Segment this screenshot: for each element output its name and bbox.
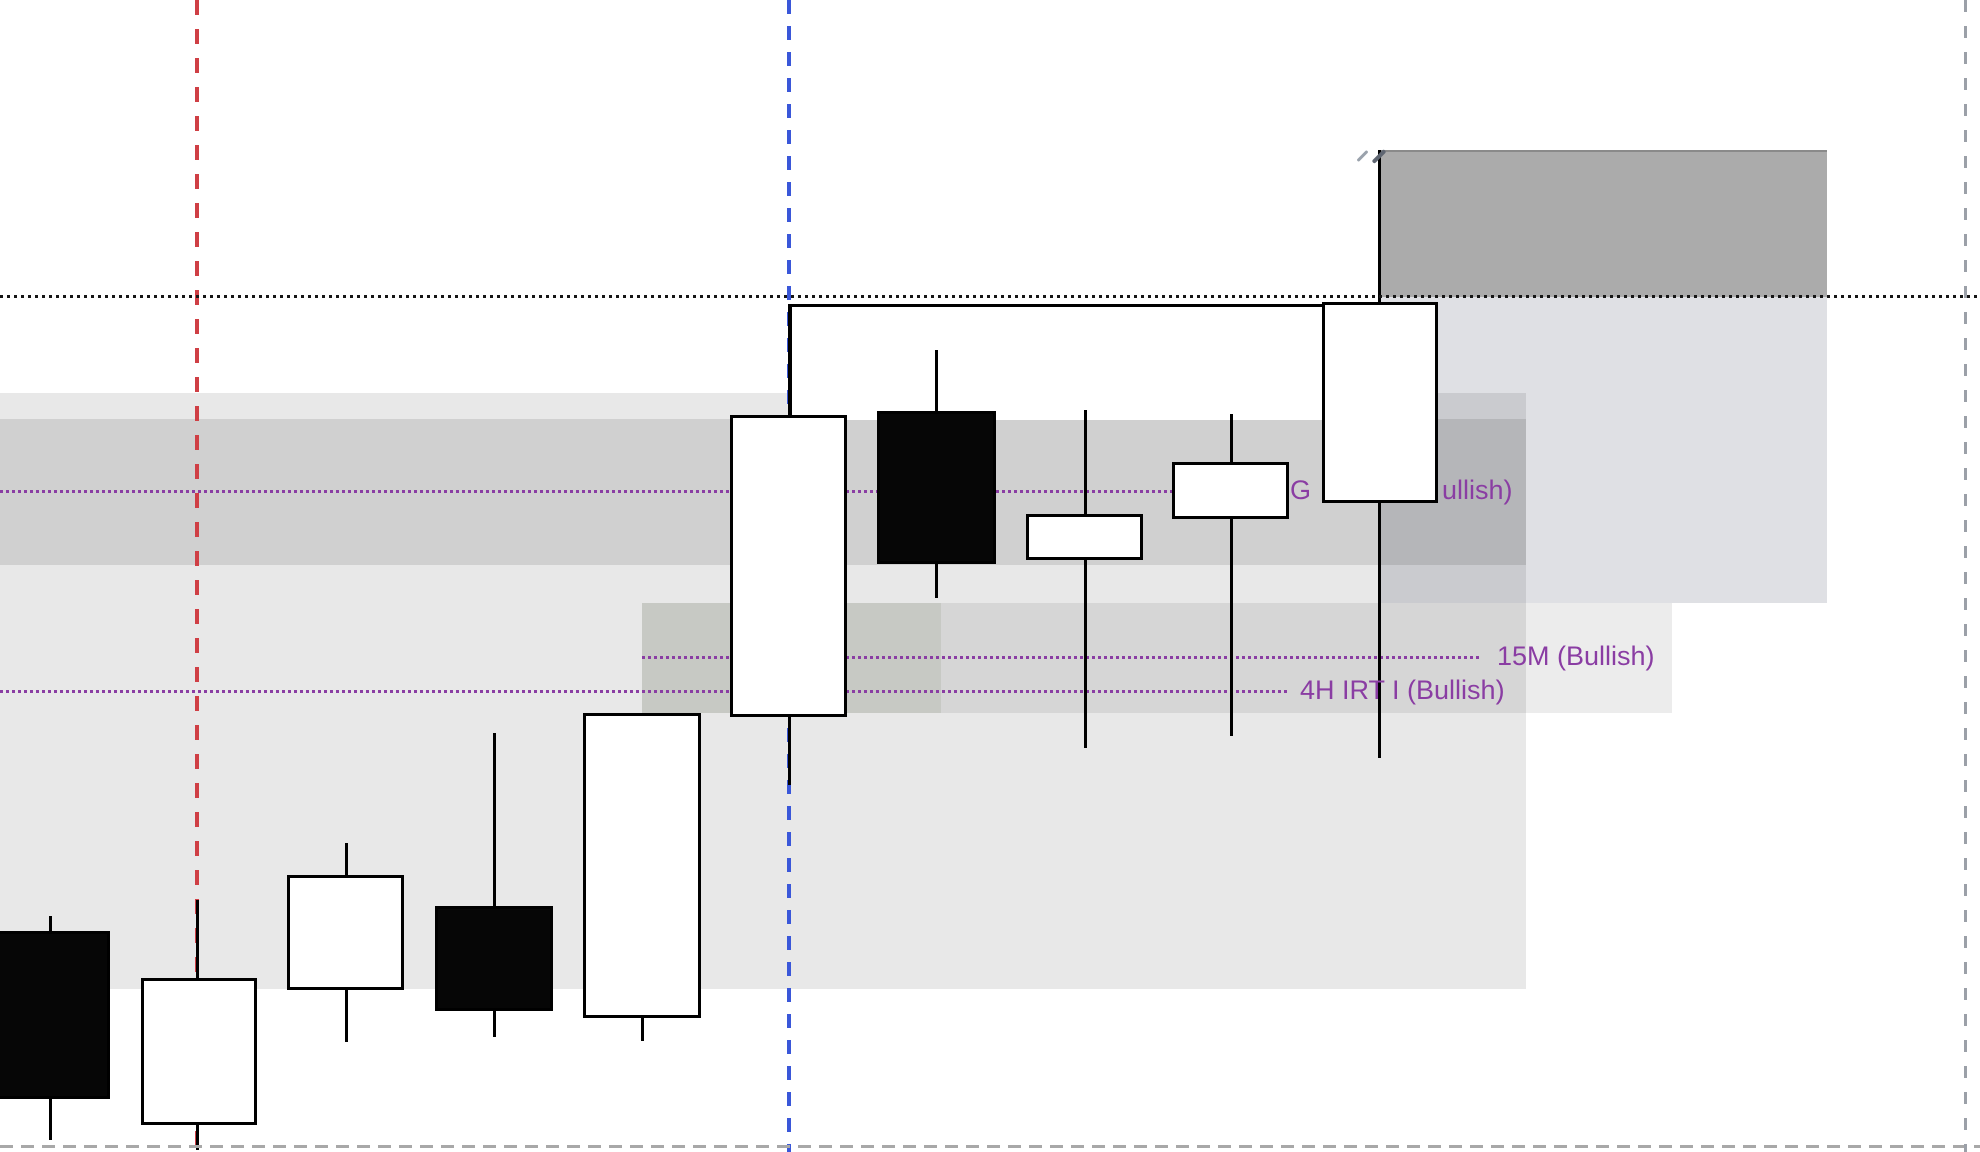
cursor-mark-light: [1356, 149, 1369, 163]
zone-supply-dark[interactable]: [1381, 150, 1827, 297]
expansion-box[interactable]: [789, 304, 1322, 420]
candle-body-bullish: [287, 875, 404, 990]
candle-body-bearish: [877, 411, 996, 564]
candle-body-bullish: [141, 978, 257, 1125]
fvg-label-fragment-g[interactable]: G: [1290, 475, 1312, 505]
15m-level-line[interactable]: [642, 656, 1482, 659]
candle-body-bullish: [1322, 302, 1438, 503]
4h-irt-bullish-label[interactable]: 4H IRT I (Bullish): [1300, 675, 1505, 705]
4h-irt-level-line[interactable]: [0, 690, 1287, 693]
candle-body-bearish: [435, 906, 553, 1011]
15m-bullish-label[interactable]: 15M (Bullish): [1497, 641, 1655, 671]
fvg-label-fragment-ullish[interactable]: ullish): [1442, 475, 1513, 505]
candle-body-bullish: [1172, 462, 1289, 519]
grey-dashed-vline[interactable]: [1964, 0, 1967, 1152]
red-dashed-vline[interactable]: [195, 0, 199, 1152]
high-dotted-line[interactable]: [0, 295, 1980, 298]
candle-body-bullish: [1026, 514, 1143, 560]
candle-body-bullish: [730, 415, 847, 717]
bottom-dashed-line[interactable]: [0, 1145, 1980, 1148]
fvg-level-line[interactable]: [0, 490, 1290, 493]
candle-wick: [493, 733, 496, 1037]
candle-body-bullish: [583, 713, 701, 1018]
zone-supply-light[interactable]: [1381, 297, 1827, 603]
candle-wick: [1084, 410, 1087, 748]
candle-body-bearish: [0, 931, 110, 1099]
candle-wick: [1230, 414, 1233, 736]
